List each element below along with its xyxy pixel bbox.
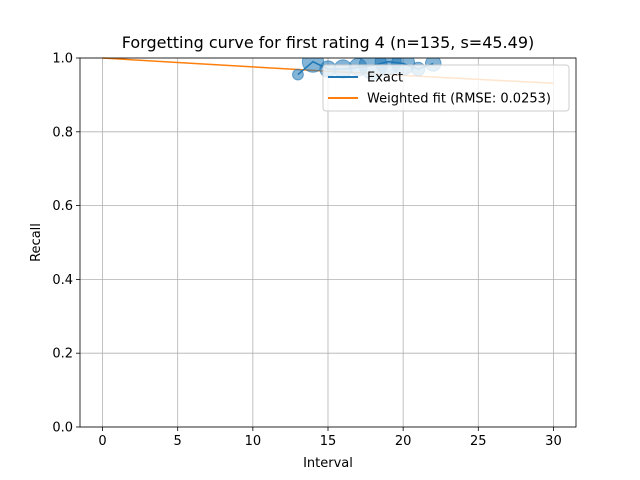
x-tick-label-3: 15 — [320, 434, 337, 449]
y-tick-label-4: 0.8 — [52, 125, 73, 140]
x-tick-label-0: 0 — [98, 434, 106, 449]
ticks: 0 5 10 15 20 25 30 0.0 0.2 0.4 0.6 0.8 1.0 — [52, 52, 561, 450]
exact-point-0 — [292, 68, 304, 81]
y-tick-label-3: 0.6 — [52, 199, 73, 214]
legend-fit-label: Weighted fit (RMSE: 0.0253) — [367, 92, 551, 107]
chart-title: Forgetting curve for first rating 4 (n=1… — [122, 33, 534, 52]
legend: Exact Weighted fit (RMSE: 0.0253) — [322, 64, 570, 112]
x-axis-label: Interval — [303, 456, 353, 471]
legend-exact-label: Exact — [367, 71, 403, 86]
x-tick-label-4: 20 — [395, 434, 412, 449]
y-tick-label-1: 0.2 — [52, 347, 73, 362]
y-tick-label-5: 1.0 — [52, 52, 73, 67]
x-tick-label-1: 5 — [174, 434, 182, 449]
legend-box — [322, 64, 570, 112]
y-tick-label-2: 0.4 — [52, 273, 73, 288]
x-tick-label-2: 10 — [245, 434, 262, 449]
x-tick-label-6: 30 — [545, 434, 562, 449]
y-axis-label: Recall — [29, 223, 44, 262]
y-tick-label-0: 0.0 — [52, 421, 73, 436]
x-tick-label-5: 25 — [470, 434, 487, 449]
